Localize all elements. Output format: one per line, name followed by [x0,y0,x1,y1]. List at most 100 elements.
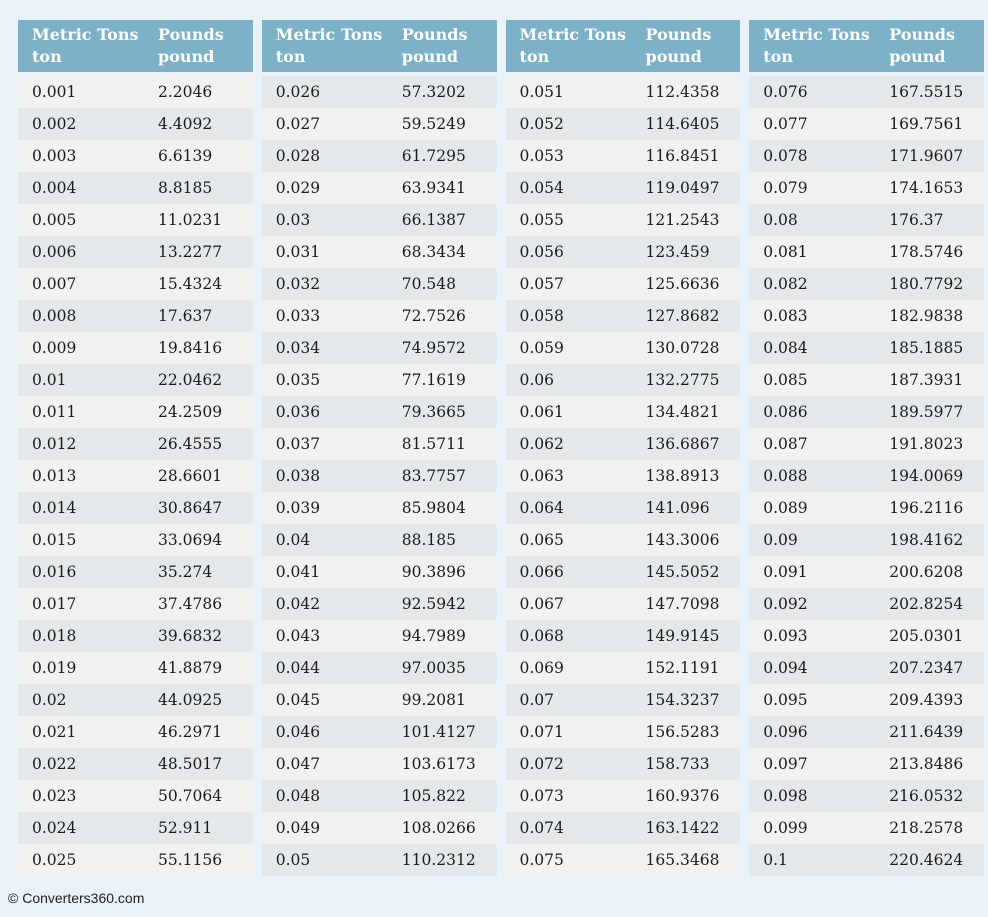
table-row: 0.048 105.822 [261,780,497,812]
tons-cell: 0.049 [275,819,321,837]
tons-cell: 0.059 [519,339,564,357]
pounds-cell: 103.6173 [401,755,476,773]
table-row: 0.087 191.8023 [749,428,984,460]
table-row: 0.053 116.8451 [505,140,741,172]
table-row: 0.047 103.6173 [261,748,497,780]
table-row: 0.065 143.3006 [505,524,741,556]
tons-cell: 0.007 [32,275,77,293]
pounds-cell: 152.1191 [645,659,720,677]
pounds-cell: 61.7295 [401,147,466,165]
table-row: 0.044 97.0035 [261,652,497,684]
table-row: 0.031 68.3434 [261,236,497,268]
table-row: 0.045 99.2081 [261,684,497,716]
tons-cell: 0.054 [519,179,564,197]
metric-tons-label: Metric Tons [519,25,626,44]
pounds-cell: 116.8451 [645,147,720,165]
tons-cell: 0.076 [763,83,808,101]
pounds-cell: 44.0925 [158,691,223,709]
tons-cell: 0.096 [763,723,808,741]
pounds-cell: 22.0462 [158,371,223,389]
tons-cell: 0.061 [519,403,564,421]
pounds-cell: 85.9804 [401,499,466,517]
tons-cell: 0.051 [519,83,564,101]
tons-cell: 0.017 [32,595,77,613]
pounds-cell: 101.4127 [401,723,476,741]
ton-unit-label: ton [519,47,550,66]
table-row: 0.004 8.8185 [18,172,253,204]
tons-cell: 0.034 [275,339,321,357]
tons-cell: 0.075 [519,851,564,869]
tons-cell: 0.048 [275,787,321,805]
table-row: 0.073 160.9376 [505,780,741,812]
pounds-cell: 123.459 [645,243,710,261]
conversion-table-2: Metric Tons ton Pounds pound 0.026 57.32… [261,20,497,876]
table-row: 0.039 85.9804 [261,492,497,524]
table-row: 0.068 149.9145 [505,620,741,652]
pounds-cell: 156.5283 [645,723,720,741]
table-row: 0.067 147.7098 [505,588,741,620]
table-row: 0.086 189.5977 [749,396,984,428]
pounds-cell: 39.6832 [158,627,223,645]
table-row: 0.037 81.5711 [261,428,497,460]
pounds-cell: 72.7526 [401,307,466,325]
table-header: Metric Tons ton Pounds pound [261,20,497,72]
tons-cell: 0.005 [32,211,77,229]
pounds-cell: 182.9838 [889,307,964,325]
table-row: 0.046 101.4127 [261,716,497,748]
table-body: 0.026 57.3202 0.027 59.5249 0.028 61.729… [261,76,497,876]
tons-cell: 0.088 [763,467,808,485]
table-row: 0.016 35.274 [18,556,253,588]
tons-cell: 0.028 [275,147,321,165]
pounds-cell: 176.37 [889,211,944,229]
table-row: 0.078 171.9607 [749,140,984,172]
tons-cell: 0.029 [275,179,321,197]
table-row: 0.063 138.8913 [505,460,741,492]
pounds-column-header: Pounds pound [402,24,497,68]
table-row: 0.089 196.2116 [749,492,984,524]
table-body: 0.051 112.4358 0.052 114.6405 0.053 116.… [505,76,741,876]
pounds-cell: 15.4324 [158,275,223,293]
table-row: 0.012 26.4555 [18,428,253,460]
table-row: 0.01 22.0462 [18,364,253,396]
table-row: 0.04 88.185 [261,524,497,556]
pounds-cell: 48.5017 [158,755,223,773]
tons-cell: 0.062 [519,435,564,453]
pounds-cell: 171.9607 [889,147,964,165]
table-body: 0.001 2.2046 0.002 4.4092 0.003 6.6139 0… [18,76,253,876]
table-row: 0.098 216.0532 [749,780,984,812]
tons-cell: 0.035 [275,371,321,389]
metric-tons-column-header: Metric Tons ton [32,24,158,68]
pounds-cell: 24.2509 [158,403,223,421]
tons-cell: 0.06 [519,371,555,389]
pounds-cell: 136.6867 [645,435,720,453]
pounds-cell: 63.9341 [401,179,466,197]
pounds-cell: 108.0266 [401,819,476,837]
table-row: 0.094 207.2347 [749,652,984,684]
tons-cell: 0.033 [275,307,321,325]
pounds-cell: 169.7561 [889,115,964,133]
tons-cell: 0.039 [275,499,321,517]
tons-cell: 0.015 [32,531,77,549]
tons-cell: 0.063 [519,467,564,485]
tons-cell: 0.043 [275,627,321,645]
table-row: 0.081 178.5746 [749,236,984,268]
table-row: 0.084 185.1885 [749,332,984,364]
table-row: 0.007 15.4324 [18,268,253,300]
pounds-label: Pounds [158,25,224,44]
pounds-cell: 94.7989 [401,627,466,645]
tons-cell: 0.099 [763,819,808,837]
table-row: 0.072 158.733 [505,748,741,780]
pounds-cell: 79.3665 [401,403,466,421]
table-row: 0.06 132.2775 [505,364,741,396]
pounds-cell: 92.5942 [401,595,466,613]
conversion-tables: Metric Tons ton Pounds pound 0.001 2.204… [18,20,984,876]
pounds-cell: 189.5977 [889,403,964,421]
tons-cell: 0.011 [32,403,77,421]
table-row: 0.02 44.0925 [18,684,253,716]
pounds-cell: 50.7064 [158,787,223,805]
tons-cell: 0.08 [763,211,798,229]
tons-cell: 0.095 [763,691,808,709]
table-body: 0.076 167.5515 0.077 169.7561 0.078 171.… [749,76,984,876]
pounds-cell: 147.7098 [645,595,720,613]
pounds-cell: 19.8416 [158,339,223,357]
